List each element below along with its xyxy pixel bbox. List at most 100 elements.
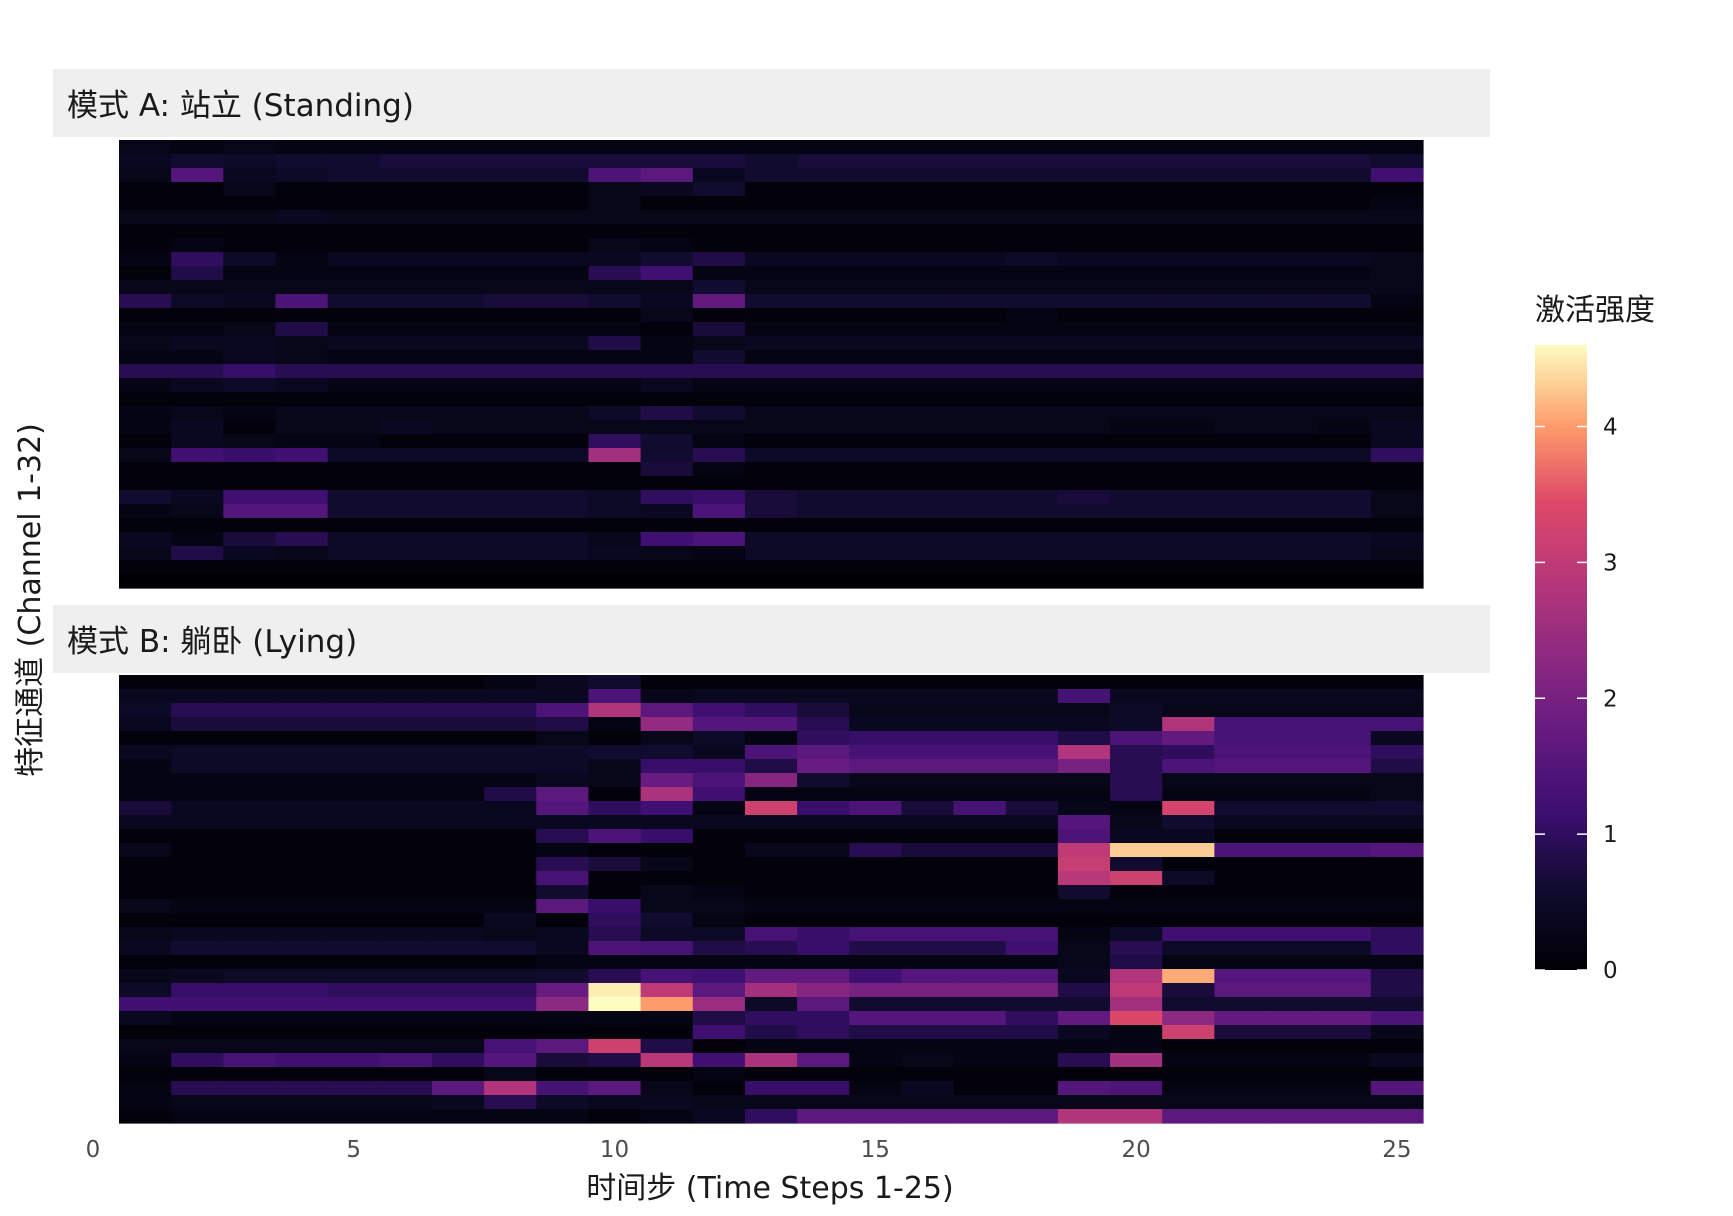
heatmap-cell bbox=[484, 322, 537, 337]
heatmap-cell bbox=[1370, 574, 1424, 589]
heatmap-cell bbox=[1110, 266, 1163, 281]
heatmap-cell bbox=[275, 322, 329, 337]
heatmap-cell bbox=[275, 1095, 329, 1110]
heatmap-cell bbox=[171, 787, 224, 802]
heatmap-cell bbox=[797, 154, 850, 169]
heatmap-cell bbox=[640, 266, 694, 281]
heatmap-cell bbox=[223, 322, 277, 337]
heatmap-cell bbox=[536, 745, 590, 760]
heatmap-cell bbox=[484, 560, 537, 575]
heatmap-cell bbox=[327, 801, 381, 816]
heatmap-cell bbox=[1214, 787, 1268, 802]
heatmap-cell bbox=[431, 294, 485, 309]
heatmap-cell bbox=[119, 322, 172, 337]
heatmap-cell bbox=[1318, 574, 1372, 589]
heatmap-cell bbox=[171, 196, 224, 211]
heatmap-cell bbox=[1214, 490, 1268, 505]
heatmap-cell bbox=[1162, 1081, 1215, 1096]
heatmap-cell bbox=[953, 196, 1007, 211]
heatmap-cell bbox=[1318, 1109, 1372, 1124]
heatmap-cell bbox=[379, 406, 433, 421]
heatmap-cell bbox=[692, 927, 746, 942]
heatmap-cell bbox=[171, 843, 224, 858]
heatmap-cell bbox=[1005, 490, 1059, 505]
heatmap-cell bbox=[797, 1109, 850, 1124]
heatmap-cell bbox=[1214, 252, 1268, 267]
heatmap-cell bbox=[849, 196, 902, 211]
heatmap-cell bbox=[1057, 238, 1111, 253]
heatmap-cell bbox=[1162, 955, 1215, 970]
heatmap-cell bbox=[484, 703, 537, 718]
heatmap-cell bbox=[119, 759, 172, 774]
heatmap-cell bbox=[327, 336, 381, 351]
heatmap-cell bbox=[797, 703, 850, 718]
heatmap-cell bbox=[797, 322, 850, 337]
heatmap-cell bbox=[275, 899, 329, 914]
heatmap-cell bbox=[901, 406, 955, 421]
heatmap-cell bbox=[119, 731, 172, 746]
heatmap-cell bbox=[588, 378, 642, 393]
heatmap-cell bbox=[692, 1011, 746, 1026]
heatmap-cell bbox=[1318, 434, 1372, 449]
heatmap-cell bbox=[797, 773, 850, 788]
heatmap-cell bbox=[1370, 504, 1424, 519]
heatmap-cell bbox=[744, 280, 798, 295]
heatmap-cell bbox=[1266, 1053, 1320, 1068]
heatmap-cell bbox=[1318, 504, 1372, 519]
heatmap-cell bbox=[588, 448, 642, 463]
heatmap-cell bbox=[640, 1053, 694, 1068]
heatmap-cell bbox=[1214, 983, 1268, 998]
heatmap-cell bbox=[171, 322, 224, 337]
heatmap-cell bbox=[1005, 1039, 1059, 1054]
heatmap-cell bbox=[1057, 392, 1111, 407]
heatmap-cell bbox=[901, 224, 955, 239]
heatmap-cell bbox=[901, 787, 955, 802]
heatmap-cell bbox=[1110, 871, 1163, 886]
heatmap-cell bbox=[588, 941, 642, 956]
heatmap-cell bbox=[119, 843, 172, 858]
heatmap-cell bbox=[901, 983, 955, 998]
x-tick-label: 25 bbox=[1382, 1137, 1411, 1163]
heatmap-cell bbox=[1110, 140, 1163, 155]
heatmap-cell bbox=[536, 434, 590, 449]
heatmap-cell bbox=[588, 140, 642, 155]
heatmap-cell bbox=[484, 857, 537, 872]
heatmap-cell bbox=[1266, 815, 1320, 830]
heatmap-cell bbox=[1214, 504, 1268, 519]
heatmap-cell bbox=[744, 843, 798, 858]
heatmap-cell bbox=[1057, 899, 1111, 914]
heatmap-cell bbox=[901, 899, 955, 914]
heatmap-cell bbox=[1162, 787, 1215, 802]
heatmap-cell bbox=[692, 364, 746, 379]
heatmap-cell bbox=[379, 1025, 433, 1040]
heatmap-cell bbox=[1318, 955, 1372, 970]
heatmap-cell bbox=[1005, 266, 1059, 281]
heatmap-cell bbox=[640, 1025, 694, 1040]
heatmap-cell bbox=[588, 1011, 642, 1026]
heatmap-cell bbox=[744, 560, 798, 575]
heatmap-cell bbox=[536, 773, 590, 788]
heatmap-cell bbox=[849, 871, 902, 886]
heatmap-cell bbox=[536, 1039, 590, 1054]
heatmap-cell bbox=[119, 294, 172, 309]
heatmap-cell bbox=[849, 252, 902, 267]
heatmap-cell bbox=[953, 182, 1007, 197]
heatmap-cell bbox=[431, 504, 485, 519]
heatmap-cell bbox=[849, 1025, 902, 1040]
heatmap-cell bbox=[379, 871, 433, 886]
heatmap-cell bbox=[953, 675, 1007, 690]
heatmap-cell bbox=[171, 1109, 224, 1124]
heatmap-cell bbox=[588, 703, 642, 718]
heatmap-cell bbox=[1370, 350, 1424, 365]
heatmap-cell bbox=[692, 532, 746, 547]
heatmap-cell bbox=[1110, 406, 1163, 421]
heatmap-cell bbox=[379, 983, 433, 998]
heatmap-cell bbox=[484, 969, 537, 984]
heatmap-cell bbox=[484, 1109, 537, 1124]
heatmap-cell bbox=[953, 885, 1007, 900]
heatmap-cell bbox=[744, 182, 798, 197]
heatmap-cell bbox=[588, 857, 642, 872]
heatmap-cell bbox=[119, 871, 172, 886]
heatmap-cell bbox=[327, 1025, 381, 1040]
heatmap-cell bbox=[692, 941, 746, 956]
